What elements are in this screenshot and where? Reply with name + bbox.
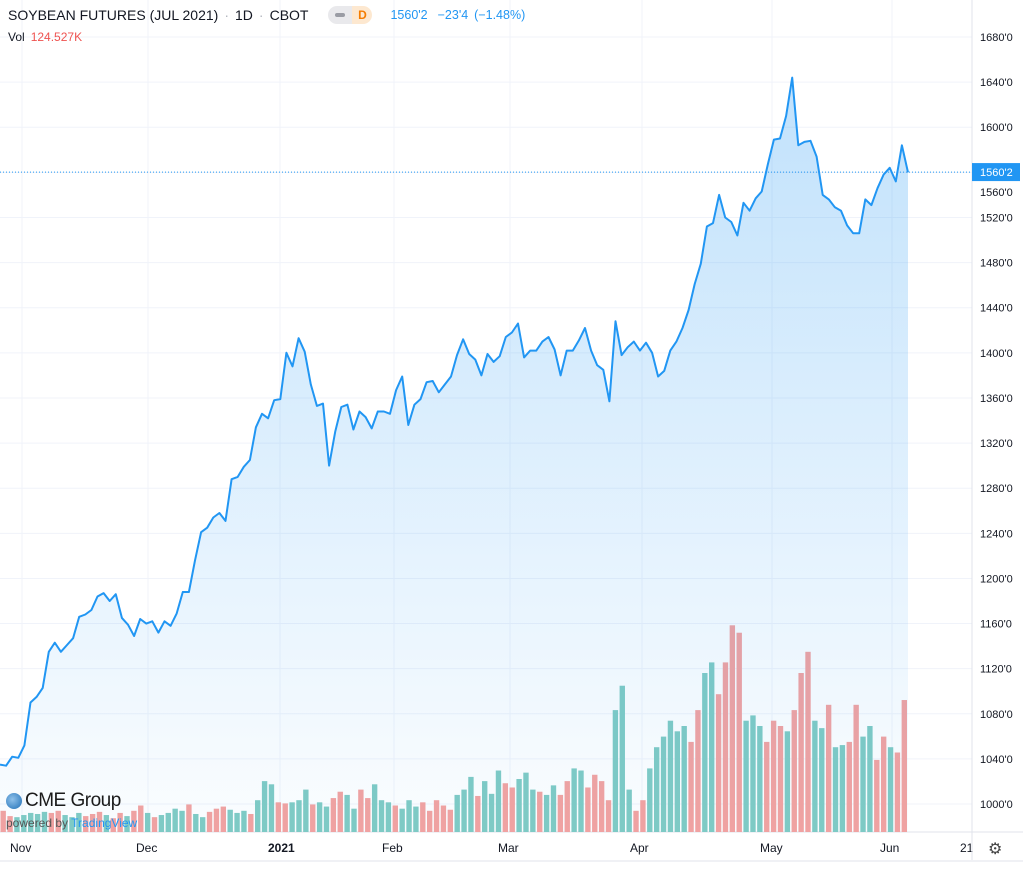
x-tick-label: 2021 xyxy=(268,841,295,855)
y-tick-label: 1080'0 xyxy=(980,709,1013,721)
y-tick-label: 1120'0 xyxy=(980,664,1012,676)
y-tick-label: 1600'0 xyxy=(980,122,1013,134)
x-tick-label: Apr xyxy=(630,841,649,855)
minus-icon xyxy=(328,6,353,24)
y-tick-label: 1040'0 xyxy=(980,754,1013,766)
y-tick-label: 1000'0 xyxy=(980,799,1013,811)
symbol-title: SOYBEAN FUTURES (JUL 2021) xyxy=(8,7,219,23)
price-line xyxy=(0,76,909,767)
volume-value: 124.527K xyxy=(30,30,83,44)
y-tick-label: 1680'0 xyxy=(980,32,1013,44)
x-tick-label: Mar xyxy=(498,841,519,855)
y-tick-label: 1200'0 xyxy=(980,573,1013,585)
tradingview-link[interactable]: TradingView xyxy=(71,816,138,830)
x-tick-label: Jun xyxy=(880,841,899,855)
price-change-pct: (−1.48%) xyxy=(474,8,526,22)
price-change: −23'4 xyxy=(437,8,469,22)
powered-label: powered by xyxy=(6,816,69,830)
volume-label: Vol xyxy=(8,30,25,44)
x-tick-label: May xyxy=(760,841,783,855)
delayed-badge: D xyxy=(352,6,373,24)
x-tick-label: 21 xyxy=(960,841,974,855)
y-tick-label: 1320'0 xyxy=(980,438,1013,450)
market-status-badge[interactable]: D xyxy=(328,6,373,24)
y-tick-label: 1360'0 xyxy=(980,393,1013,405)
y-tick-label: 1480'0 xyxy=(980,258,1013,270)
y-tick-label: 1560'0 xyxy=(980,187,1013,199)
y-tick-label: 1400'0 xyxy=(980,348,1013,360)
symbol-header: SOYBEAN FUTURES (JUL 2021) · 1D · CBOT D 1… xyxy=(8,6,526,24)
y-tick-label: 1440'0 xyxy=(980,303,1013,315)
x-tick-label: Feb xyxy=(382,841,403,855)
exchange: CBOT xyxy=(269,7,309,23)
interval[interactable]: 1D xyxy=(235,7,253,23)
last-price-tag xyxy=(972,163,1020,182)
last-price-label: 1560'2 xyxy=(980,167,1013,179)
last-price: 1560'2 xyxy=(390,8,428,22)
y-tick-label: 1160'0 xyxy=(980,619,1012,631)
volume-legend: Vol 124.527K xyxy=(8,30,82,44)
settings-gear-icon[interactable]: ⚙ xyxy=(988,841,1003,858)
price-area xyxy=(0,77,908,833)
x-tick-label: Nov xyxy=(10,841,31,855)
y-tick-label: 1280'0 xyxy=(980,483,1013,495)
x-tick-label: Dec xyxy=(136,841,157,855)
globe-icon xyxy=(6,793,22,809)
logo-text: CME Group xyxy=(25,790,121,811)
cme-logo[interactable]: CME Group xyxy=(6,790,121,812)
powered-by[interactable]: powered by TradingView xyxy=(6,816,137,830)
y-tick-label: 1640'0 xyxy=(980,77,1013,89)
y-tick-label: 1240'0 xyxy=(980,528,1013,540)
y-tick-label: 1520'0 xyxy=(980,212,1013,224)
